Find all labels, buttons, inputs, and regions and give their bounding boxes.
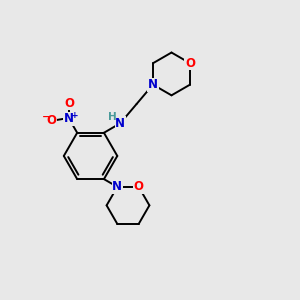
Text: N: N (112, 180, 122, 193)
Text: O: O (134, 180, 144, 193)
Text: H: H (108, 112, 117, 122)
Text: N: N (148, 78, 158, 91)
Text: N: N (115, 117, 125, 130)
Text: N: N (64, 112, 74, 125)
Text: O: O (185, 57, 195, 70)
Text: O: O (64, 97, 74, 110)
Text: −: − (42, 112, 51, 122)
Text: +: + (71, 111, 79, 120)
Text: O: O (47, 114, 57, 127)
